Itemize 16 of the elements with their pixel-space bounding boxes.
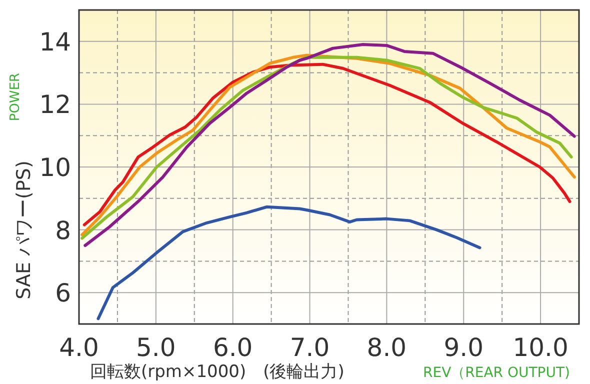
text: POWER (8, 72, 23, 122)
x-tick-label: 6.0 (212, 333, 253, 362)
x-tick-label: 8.0 (366, 333, 407, 362)
x-tick-label: 4.0 (59, 333, 99, 362)
y-tick-label: 14 (39, 27, 71, 56)
y-axis-title: SAE パワー(PS) (13, 160, 35, 300)
y-tick-label: 12 (39, 90, 71, 120)
x-tick-label: 9.0 (444, 333, 484, 362)
x-tick-label: 7.0 (290, 333, 330, 362)
y-tick-label: 10 (39, 153, 71, 182)
text: REV（REAR OUTPUT) (423, 365, 570, 381)
x-tick-label: 5.0 (136, 333, 176, 362)
y-tick-label: 6 (55, 278, 71, 308)
y-tick-label: 8 (55, 216, 71, 245)
x-axis-title: 回転数(rpm×1000) (後輪出力) (90, 362, 344, 382)
x-tick-label: 10.0 (512, 333, 568, 362)
